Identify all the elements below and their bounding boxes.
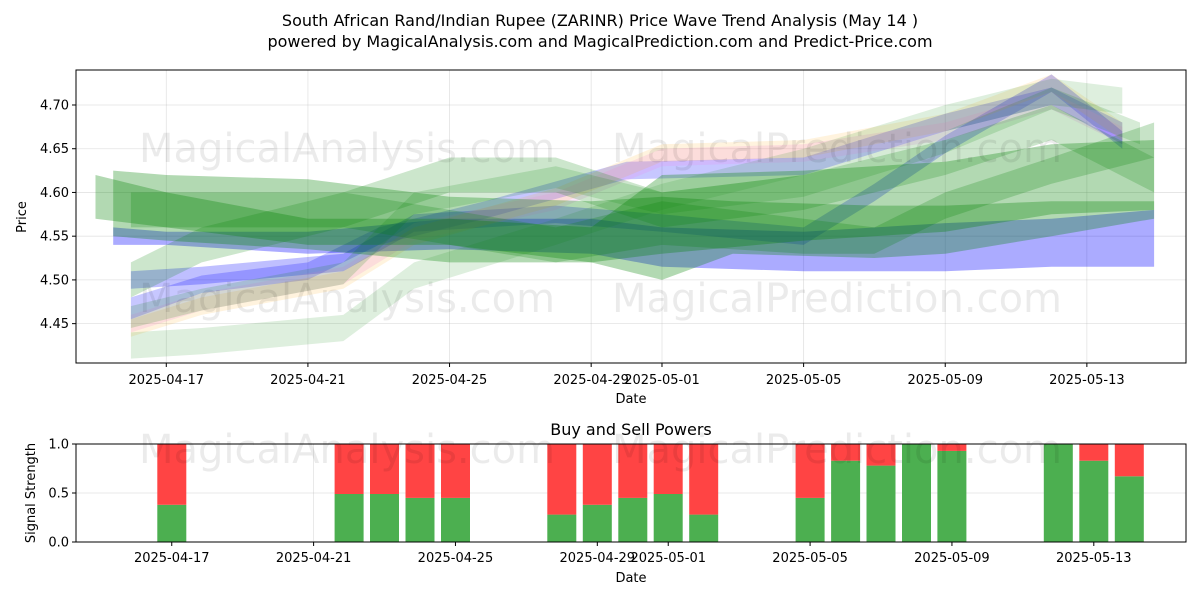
- price-y-tick-label: 4.60: [40, 186, 69, 201]
- buy-sell-title: Buy and Sell Powers: [550, 420, 712, 439]
- figure-title-line1: South African Rand/Indian Rupee (ZARINR)…: [282, 11, 918, 30]
- power-x-tick-label: 2025-04-21: [276, 551, 352, 566]
- sell-bar: [441, 444, 470, 498]
- sell-bar: [653, 444, 683, 494]
- wave-band-1: [130, 87, 1123, 320]
- watermark-magicalprediction-2: MagicalPrediction.com: [612, 276, 1062, 322]
- watermark-magicalanalysis-3: MagicalAnalysis.com: [139, 427, 555, 473]
- buy-bar: [582, 504, 612, 542]
- price-x-ticks: 2025-04-17 2025-04-21 2025-04-25 2025-04-29…: [129, 363, 1125, 388]
- power-x-tick-label: 2025-04-25: [418, 551, 494, 566]
- sell-bar: [618, 444, 648, 498]
- price-x-axis-label: Date: [615, 392, 646, 407]
- buy-bar: [902, 444, 931, 542]
- buy-bar: [547, 514, 577, 542]
- power-x-tick-label: 2025-05-05: [772, 551, 848, 566]
- price-wave-chart: MagicalAnalysis.com MagicalPrediction.co…: [15, 69, 1187, 407]
- buy-bar: [157, 504, 187, 542]
- power-x-ticks: 2025-04-17 2025-04-21 2025-04-25 2025-04-29…: [134, 542, 1132, 566]
- price-y-tick-label: 4.70: [40, 98, 69, 113]
- power-x-tick-label: 2025-05-13: [1056, 551, 1132, 566]
- sell-bar: [831, 444, 861, 461]
- wave-band-8: [130, 87, 1140, 328]
- buy-bar: [937, 450, 967, 542]
- buy-bar: [866, 465, 896, 542]
- power-y-tick-label: 0.0: [48, 536, 69, 551]
- buy-bar: [370, 494, 399, 542]
- power-x-tick-label: 2025-05-09: [914, 551, 990, 566]
- buy-bar: [831, 460, 861, 542]
- sell-bar: [405, 444, 435, 498]
- price-y-tick-label: 4.50: [40, 273, 69, 288]
- power-y-axis-label: Signal Strength: [24, 443, 39, 543]
- buy-bar: [689, 514, 719, 542]
- buy-bar: [405, 497, 435, 542]
- price-watermarks: MagicalAnalysis.com MagicalPrediction.co…: [139, 126, 1062, 322]
- wave-band-5: [113, 170, 1155, 280]
- figure-title-line2: powered by MagicalAnalysis.com and Magic…: [267, 32, 932, 51]
- sell-bar: [795, 444, 825, 498]
- power-watermarks: MagicalAnalysis.com MagicalPrediction.co…: [139, 427, 1062, 473]
- buy-bar: [1114, 476, 1144, 542]
- power-x-tick-label: 2025-04-29: [560, 551, 636, 566]
- sell-bar: [1079, 444, 1109, 461]
- power-y-ticks: 0.0 0.5 1.0: [48, 438, 76, 551]
- buy-bar: [334, 494, 364, 542]
- wave-band-4: [130, 74, 1123, 337]
- buy-bar: [618, 497, 648, 542]
- sell-bar: [866, 444, 896, 466]
- watermark-magicalprediction: MagicalPrediction.com: [612, 126, 1062, 172]
- price-x-tick-label: 2025-05-13: [1049, 373, 1125, 388]
- buy-bar: [795, 497, 825, 542]
- wave-band-6: [95, 140, 1155, 263]
- price-x-tick-label: 2025-05-09: [907, 373, 983, 388]
- price-x-tick-label: 2025-04-17: [129, 373, 205, 388]
- price-x-tick-label: 2025-05-05: [766, 373, 842, 388]
- price-y-tick-label: 4.55: [40, 230, 69, 245]
- watermark-magicalanalysis-2: MagicalAnalysis.com: [139, 276, 555, 322]
- buy-bar: [653, 494, 683, 542]
- wave-band-7: [130, 78, 1123, 359]
- buy-bar: [441, 497, 470, 542]
- price-x-tick-label: 2025-04-21: [270, 373, 346, 388]
- price-gridlines: [76, 70, 1186, 363]
- sell-bar: [334, 444, 364, 494]
- wave-band-0: [113, 209, 1155, 272]
- wave-band-9: [130, 122, 1155, 263]
- price-wave-bands: [95, 74, 1155, 359]
- watermark-magicalanalysis: MagicalAnalysis.com: [139, 126, 555, 172]
- sell-bar: [937, 444, 967, 451]
- power-bars: [157, 444, 1144, 542]
- price-y-axis-label: Price: [15, 201, 30, 233]
- buy-bar: [1043, 444, 1073, 542]
- price-plot-frame: [75, 69, 1187, 364]
- sell-bar: [547, 444, 577, 515]
- wave-band-2: [130, 74, 1123, 289]
- sell-bar: [370, 444, 399, 494]
- price-y-tick-label: 4.65: [40, 142, 69, 157]
- sell-bar: [582, 444, 612, 505]
- watermark-magicalprediction-3: MagicalPrediction.com: [612, 427, 1062, 473]
- price-x-tick-label: 2025-05-01: [624, 373, 700, 388]
- buy-bar: [1079, 460, 1109, 542]
- price-x-tick-label: 2025-04-25: [412, 373, 488, 388]
- power-x-axis-label: Date: [615, 571, 646, 586]
- sell-bar: [157, 444, 187, 505]
- price-x-tick-label: 2025-04-29: [553, 373, 629, 388]
- sell-bar: [689, 444, 719, 515]
- power-x-tick-label: 2025-04-17: [134, 551, 210, 566]
- sell-bar: [1114, 444, 1144, 477]
- power-y-tick-label: 0.5: [48, 487, 69, 502]
- power-x-tick-label: 2025-05-01: [630, 551, 706, 566]
- power-y-tick-label: 1.0: [48, 438, 69, 453]
- price-y-ticks: 4.45 4.50 4.55 4.60 4.65 4.70: [40, 98, 76, 332]
- price-y-tick-label: 4.45: [40, 317, 69, 332]
- wave-band-10: [130, 105, 1155, 298]
- wave-band-3: [130, 91, 1123, 333]
- buy-sell-power-chart: Buy and Sell Powers MagicalAnalysis.com …: [24, 420, 1187, 586]
